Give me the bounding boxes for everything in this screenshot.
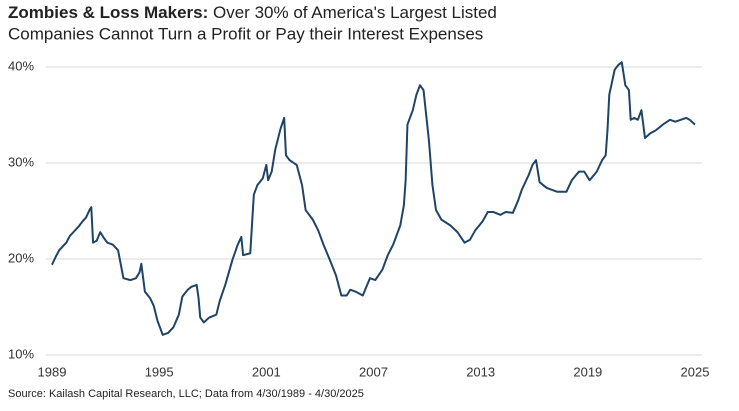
x-tick-label: 2013: [466, 364, 495, 379]
x-tick-label: 2007: [359, 364, 388, 379]
chart-title-line2: Companies Cannot Turn a Profit or Pay th…: [8, 24, 483, 43]
x-tick-label: 2019: [573, 364, 602, 379]
x-tick-label: 1995: [145, 364, 174, 379]
source-note: Source: Kailash Capital Research, LLC; D…: [8, 388, 364, 400]
y-tick-label: 40%: [8, 58, 34, 73]
x-tick-label: 2001: [252, 364, 281, 379]
chart-title: Zombies & Loss Makers: Over 30% of Ameri…: [8, 3, 497, 22]
data-line: [51, 61, 696, 336]
x-tick-label: 2025: [681, 364, 710, 379]
title-lead: Zombies & Loss Makers:: [8, 3, 208, 22]
title-rest: Over 30% of America's Largest Listed: [208, 3, 497, 22]
y-tick-label: 10%: [8, 346, 34, 361]
x-tick-label: 1989: [38, 364, 67, 379]
y-tick-label: 30%: [8, 154, 34, 169]
y-tick-label: 20%: [8, 250, 34, 265]
